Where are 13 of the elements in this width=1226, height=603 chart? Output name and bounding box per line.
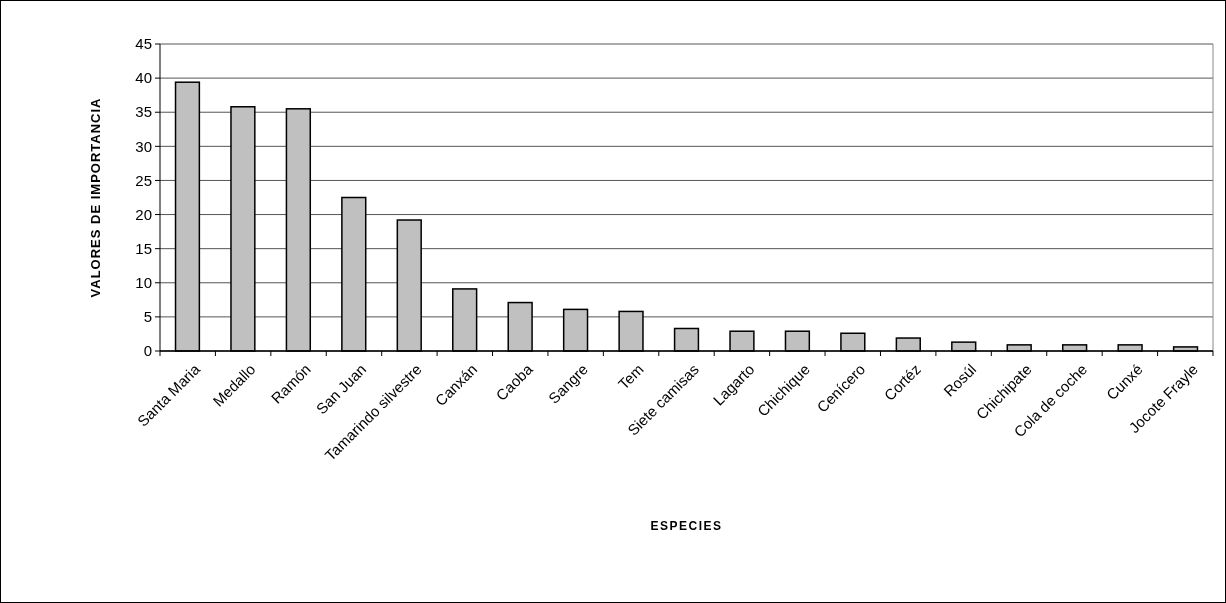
x-tick-label: Tem	[614, 360, 647, 393]
x-axis-title: ESPECIES	[650, 519, 723, 533]
y-tick-label: 15	[135, 239, 152, 257]
y-tick-label: 0	[143, 342, 152, 360]
y-tick-label: 20	[135, 205, 152, 223]
y-tick-label: 30	[135, 137, 152, 155]
y-axis-title: VALORES DE IMPORTANCIA	[88, 97, 103, 298]
y-tick-label: 10	[135, 274, 152, 292]
y-tick-label: 5	[143, 308, 152, 326]
y-tick-label: 35	[135, 103, 152, 121]
y-tick-label: 45	[135, 35, 152, 53]
y-tick-label: 40	[135, 69, 152, 87]
y-tick-label: 25	[135, 171, 152, 189]
